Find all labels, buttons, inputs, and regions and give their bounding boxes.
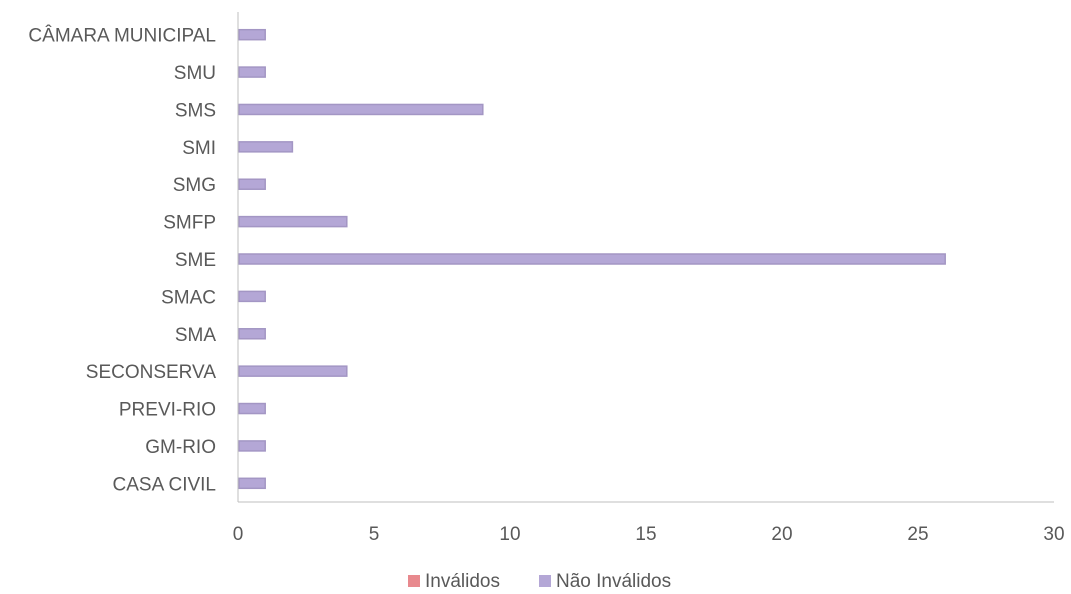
x-tick-label-10: 10 [499, 524, 520, 545]
category-label-sms: SMS [175, 100, 216, 121]
category-label-camara-municipal: CÂMARA MUNICIPAL [28, 25, 216, 47]
bar-nao-invalidos-smi [238, 141, 294, 153]
bar-nao-invalidos-seconserva [238, 365, 348, 377]
bars [238, 28, 946, 490]
category-label-smac: SMAC [161, 287, 216, 308]
category-label-gm-rio: GM-RIO [145, 437, 216, 458]
x-tick-label-0: 0 [233, 524, 244, 545]
bar-nao-invalidos-camara-municipal [238, 28, 266, 41]
x-tick-label-15: 15 [635, 524, 656, 545]
bar-nao-invalidos-sms [238, 103, 484, 116]
legend: Inválidos Não Inválidos [408, 571, 671, 592]
x-tick-label-25: 25 [907, 524, 928, 545]
x-tick-label-20: 20 [771, 524, 792, 545]
bar-nao-invalidos-sme [238, 253, 946, 265]
x-tick-label-30: 30 [1043, 524, 1064, 545]
bar-nao-invalidos-casa-civil [238, 477, 266, 490]
bar-nao-invalidos-sma [238, 328, 266, 340]
legend-label-invalidos: Inválidos [425, 571, 500, 592]
legend-swatch-nao-invalidos [539, 575, 551, 587]
category-label-previ-rio: PREVI-RIO [119, 400, 216, 421]
bar-nao-invalidos-smg [238, 178, 266, 190]
legend-swatch-invalidos [408, 575, 420, 587]
category-label-smfp: SMFP [163, 213, 216, 234]
category-label-seconserva: SECONSERVA [86, 362, 217, 383]
x-tick-label-5: 5 [369, 524, 380, 545]
bar-nao-invalidos-smu [238, 66, 266, 78]
category-label-smg: SMG [173, 175, 216, 196]
category-label-sma: SMA [175, 325, 217, 346]
legend-label-nao-invalidos: Não Inválidos [556, 571, 671, 592]
bar-nao-invalidos-previ-rio [238, 402, 266, 415]
category-label-casa-civil: CASA CIVIL [113, 474, 217, 495]
x-tick-labels: 0 5 10 15 20 25 30 [233, 524, 1065, 545]
category-label-smi: SMI [182, 138, 216, 159]
category-label-smu: SMU [174, 63, 216, 84]
bar-nao-invalidos-smac [238, 290, 266, 303]
bar-nao-invalidos-smfp [238, 215, 348, 228]
category-labels: CASA CIVIL GM-RIO PREVI-RIO SECONSERVA SMA SM… [28, 25, 216, 496]
category-label-sme: SME [175, 250, 216, 271]
bar-nao-invalidos-gm-rio [238, 440, 266, 452]
